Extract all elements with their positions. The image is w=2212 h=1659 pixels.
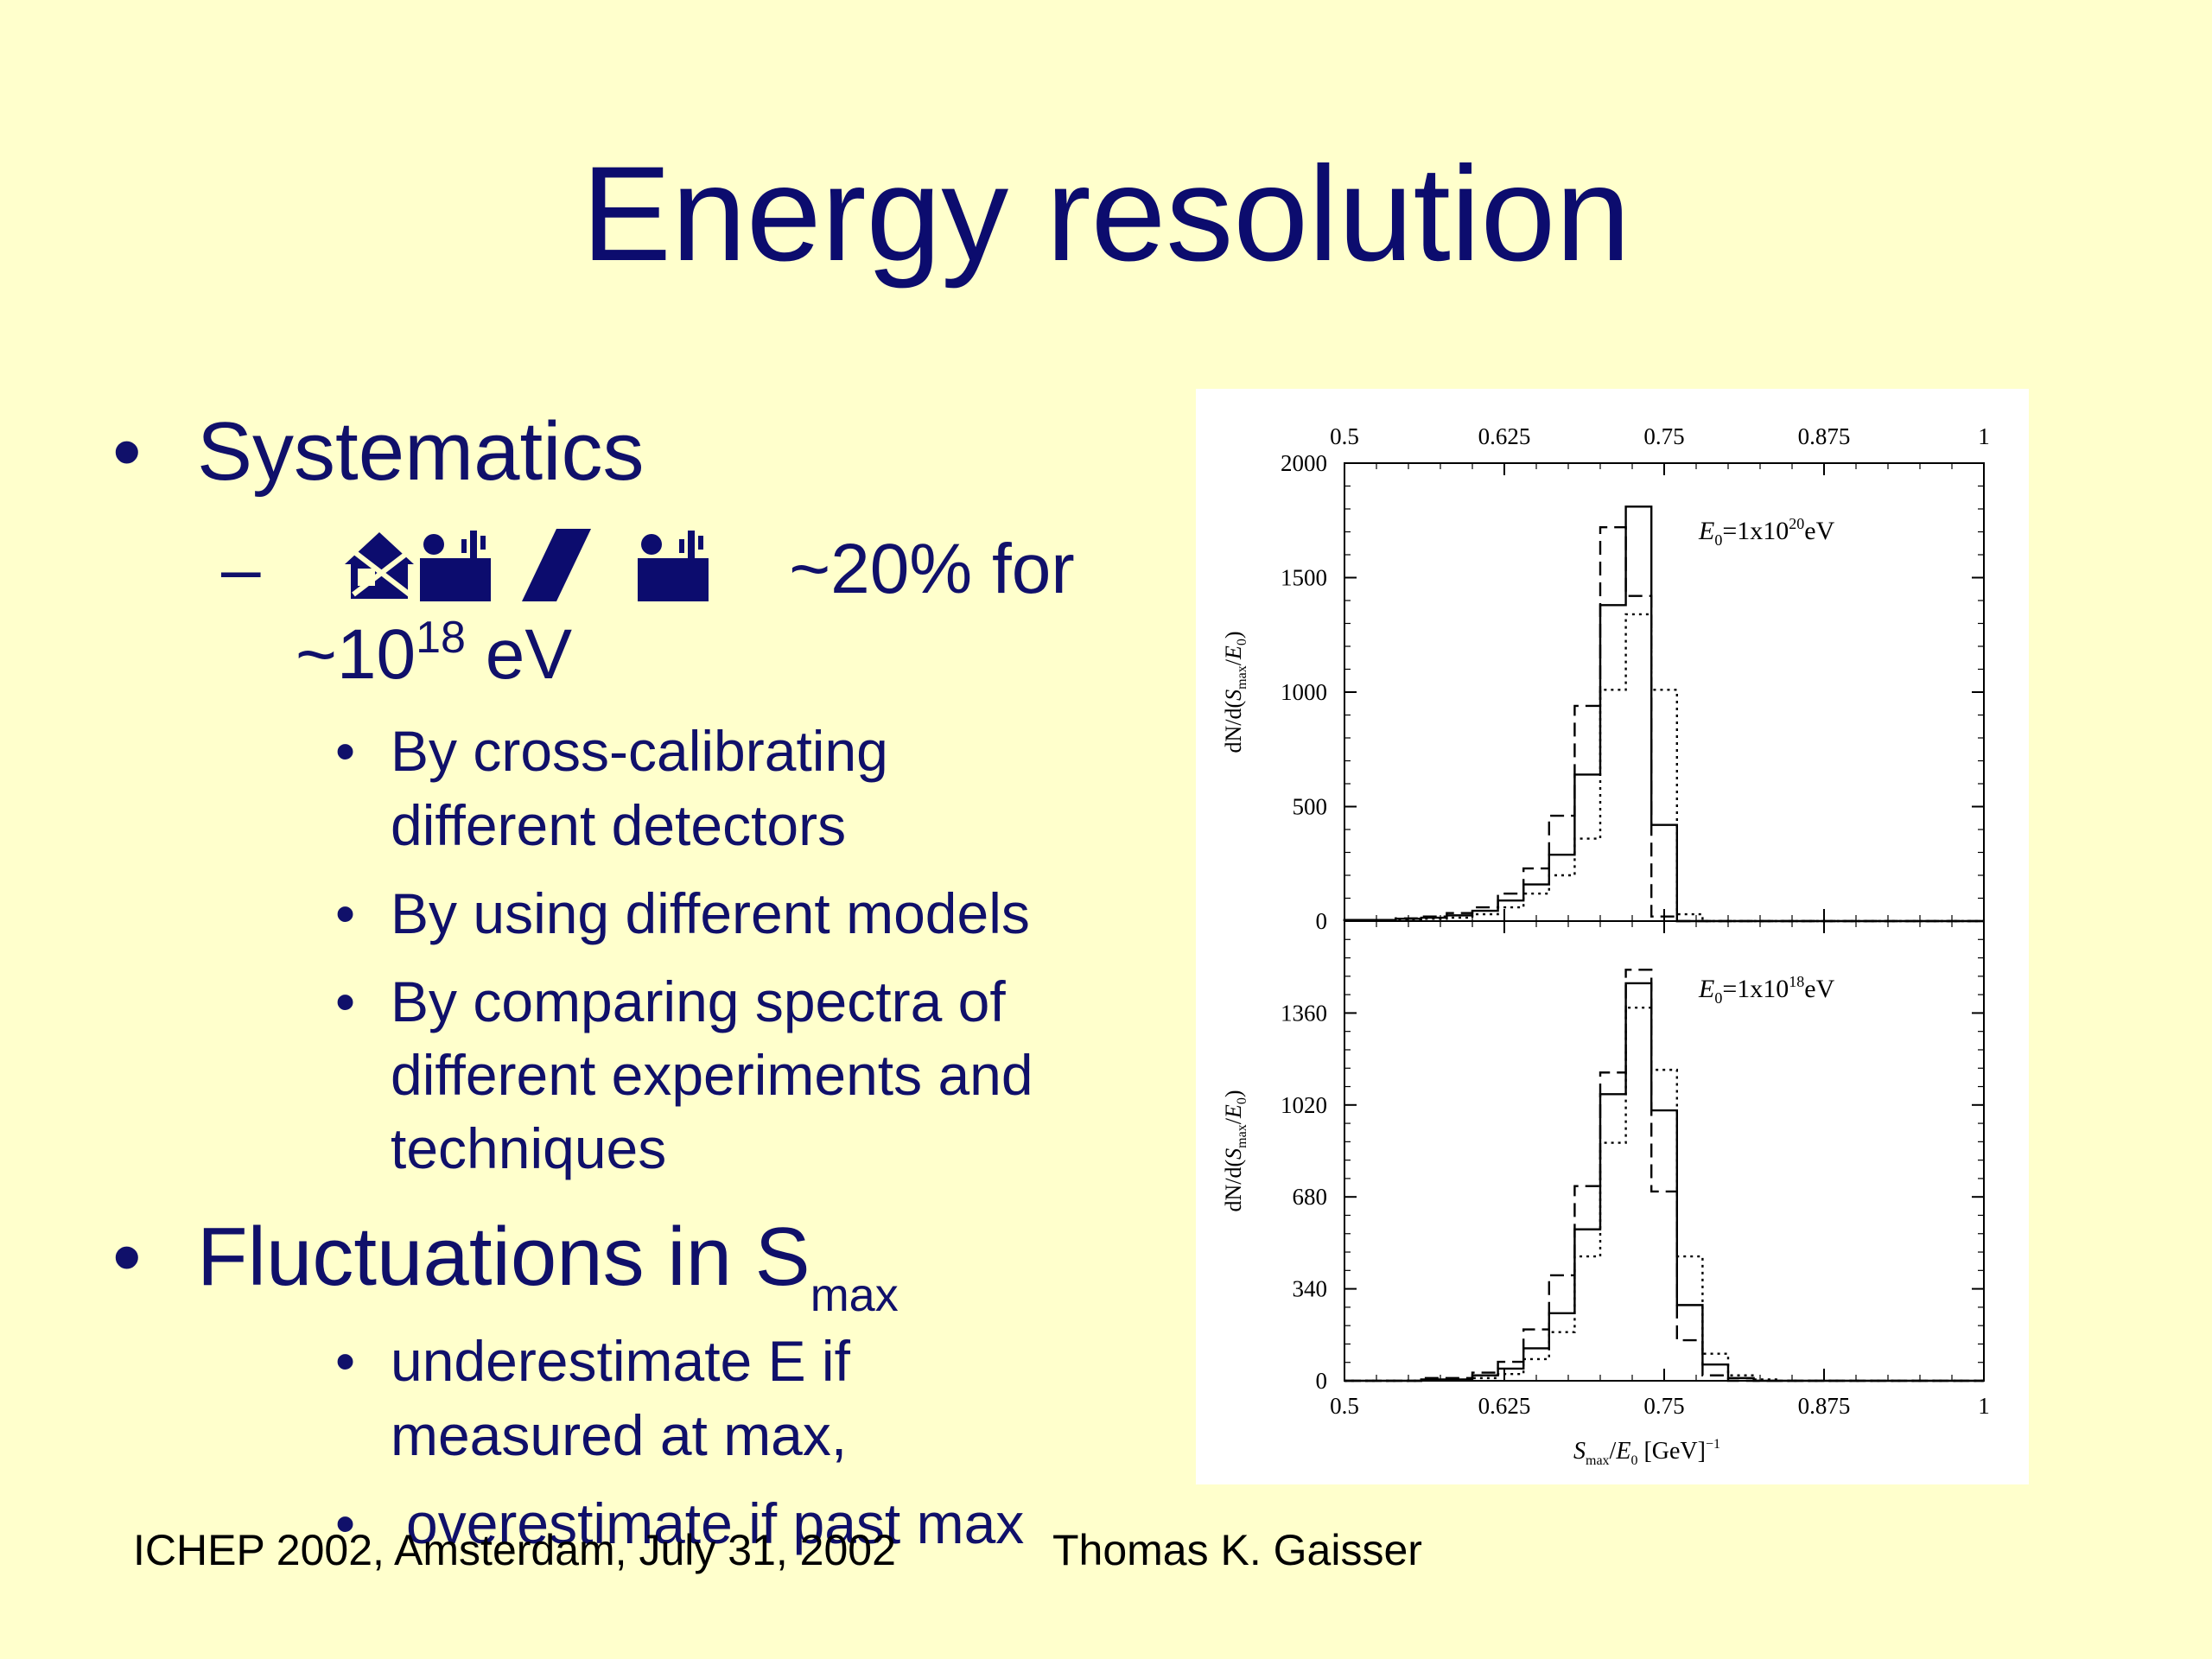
plot-frame-bottom bbox=[1344, 920, 1985, 1382]
systematics-energy-line: ~1018 eV bbox=[296, 613, 573, 694]
sub-item-1-line-1: By cross-calibrating bbox=[391, 719, 888, 783]
y-tick-label: 680 bbox=[1293, 1184, 1328, 1210]
x-tick-label-top: 1 bbox=[1978, 423, 1990, 449]
x-tick-label-top: 0.625 bbox=[1478, 423, 1531, 449]
systematics-suffix: ~20% for bbox=[789, 530, 1075, 609]
y-tick-label: 1000 bbox=[1281, 679, 1327, 705]
bullet-marker: • bbox=[112, 1211, 142, 1303]
histogram-dashed-top bbox=[1343, 526, 1984, 923]
energy-annotation: E0=1x1018eV bbox=[1698, 973, 1835, 1007]
symbol-glyphs bbox=[340, 525, 738, 623]
slide-title: Energy resolution bbox=[581, 139, 1631, 289]
histogram-solid-top bbox=[1343, 505, 1984, 923]
x-tick-label: 0.75 bbox=[1643, 1393, 1684, 1419]
sub-item-3-line-1: By comparing spectra of bbox=[391, 969, 1006, 1033]
fluct-item-1-line-1: underestimate E if bbox=[391, 1329, 850, 1393]
sub-item-1-line-2: different detectors bbox=[391, 793, 847, 857]
energy-annotation: E0=1x1020eV bbox=[1698, 515, 1835, 549]
y-axis-label: dN/d(Smax/E0) bbox=[1221, 631, 1249, 753]
bullet-marker: • bbox=[335, 1491, 356, 1555]
sub-item-3-line-3: techniques bbox=[391, 1116, 667, 1180]
x-tick-label: 1 bbox=[1978, 1393, 1990, 1419]
fluct-item-2-line-1: overestimate if past max bbox=[406, 1491, 1025, 1555]
footer-right: Thomas K. Gaisser bbox=[1052, 1526, 1422, 1574]
x-tick-label-top: 0.5 bbox=[1330, 423, 1359, 449]
fluct-item-1-line-2: measured at max, bbox=[391, 1403, 848, 1467]
plot-frame-top bbox=[1344, 462, 1985, 922]
bullet-fluctuations: Fluctuations in Smax bbox=[197, 1211, 899, 1321]
bullet-marker: • bbox=[335, 719, 356, 783]
bullet-systematics: Systematics bbox=[197, 405, 645, 498]
y-tick-label: 0 bbox=[1316, 908, 1328, 934]
footer-left: ICHEP 2002, Amsterdam, July 31, 2002 bbox=[133, 1526, 896, 1574]
x-tick-label: 0.625 bbox=[1478, 1393, 1531, 1419]
histogram-dotted-top bbox=[1343, 613, 1984, 923]
histogram-dashed-bottom bbox=[1344, 969, 1984, 1382]
histogram-figure: 0 500 1000 1500 2000 0.5 0.625 0.75 0.875 1 dN/d(S… bbox=[1196, 389, 2029, 1484]
x-tick-label: 0.5 bbox=[1330, 1393, 1359, 1419]
house-icon bbox=[345, 532, 415, 599]
y-tick-label: 0 bbox=[1316, 1368, 1328, 1394]
histogram-dotted-bottom bbox=[1344, 1006, 1984, 1382]
bullet-marker: • bbox=[335, 881, 356, 945]
y-tick-label: 500 bbox=[1293, 794, 1328, 820]
slash-icon bbox=[522, 529, 592, 601]
bullet-marker: • bbox=[112, 405, 142, 498]
x-tick-label: 0.875 bbox=[1798, 1393, 1851, 1419]
y-tick-label: 1360 bbox=[1281, 1000, 1327, 1026]
person-cactus-icon bbox=[638, 531, 709, 601]
y-tick-label: 1020 bbox=[1281, 1092, 1327, 1118]
sub-item-3-line-2: different experiments and bbox=[391, 1043, 1033, 1107]
x-tick-label-top: 0.75 bbox=[1643, 423, 1684, 449]
person-cactus-icon bbox=[420, 531, 492, 601]
x-axis-label: Smax/E0 [GeV]−1 bbox=[1573, 1437, 1720, 1468]
bullet-marker: • bbox=[335, 969, 356, 1033]
bullet-marker: • bbox=[335, 1329, 356, 1393]
y-tick-label: 2000 bbox=[1281, 450, 1327, 476]
sub-item-2-line-1: By using different models bbox=[391, 881, 1030, 945]
y-tick-label: 340 bbox=[1293, 1276, 1328, 1302]
y-axis-label: dN/d(Smax/E0) bbox=[1221, 1090, 1249, 1211]
dash-marker: – bbox=[221, 530, 261, 609]
histogram-solid-bottom bbox=[1344, 982, 1984, 1382]
x-tick-label-top: 0.875 bbox=[1798, 423, 1851, 449]
y-tick-label: 1500 bbox=[1281, 565, 1327, 591]
systematics-detail-line: – bbox=[221, 525, 1075, 623]
